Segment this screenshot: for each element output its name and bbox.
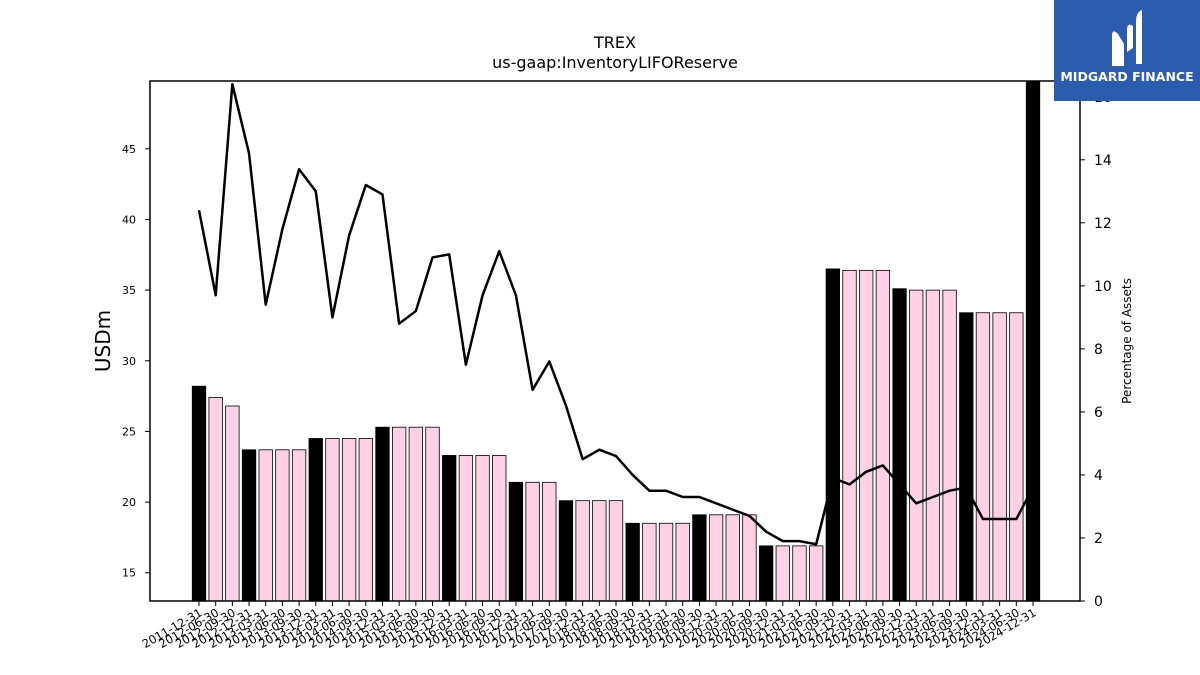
bar xyxy=(191,385,207,602)
bar xyxy=(341,438,357,602)
y-tick-label: 15 xyxy=(122,567,136,580)
bar xyxy=(692,514,707,602)
logo-text: MIDGARD FINANCE xyxy=(1060,69,1194,84)
y2-tick-label: 14 xyxy=(1094,153,1112,169)
bar xyxy=(809,545,824,602)
bar xyxy=(775,545,790,602)
bar xyxy=(508,481,524,602)
bar xyxy=(725,514,740,602)
bar xyxy=(658,522,674,602)
bar xyxy=(608,500,624,602)
bar xyxy=(208,397,223,602)
y-tick-label: 20 xyxy=(122,496,136,509)
y2-tick-label: 2 xyxy=(1094,531,1103,547)
y-tick-label: 40 xyxy=(122,213,136,226)
y2-tick-label: 8 xyxy=(1094,342,1103,358)
bar xyxy=(859,269,874,602)
bar xyxy=(575,500,590,602)
y2-tick-label: 0 xyxy=(1094,594,1103,610)
bar xyxy=(492,455,507,602)
bar xyxy=(1025,80,1041,602)
chart-subtitle: us-gaap:InventoryLIFOReserve xyxy=(492,53,738,72)
bar xyxy=(425,426,440,602)
bar xyxy=(358,438,373,602)
chart-title: TREX xyxy=(593,33,636,52)
line-percentage-of-assets xyxy=(197,82,1035,546)
bar xyxy=(225,405,240,602)
bar xyxy=(241,449,257,602)
bar xyxy=(642,522,657,602)
y2-tick-label: 6 xyxy=(1094,405,1103,421)
y-tick-label: 45 xyxy=(122,143,136,156)
bar xyxy=(909,289,924,602)
bar xyxy=(408,426,423,602)
bar xyxy=(458,455,474,602)
bar xyxy=(959,312,974,602)
bar xyxy=(875,269,891,602)
y-axis-left: 15 20 25 30 35 40 45 xyxy=(122,143,150,580)
bar xyxy=(892,288,907,602)
bar xyxy=(442,455,457,602)
bar xyxy=(625,522,640,602)
bar xyxy=(925,289,941,602)
midgard-m-icon xyxy=(1112,10,1142,66)
bar xyxy=(542,481,557,602)
y2-tick-label: 4 xyxy=(1094,468,1103,484)
bar xyxy=(291,449,307,602)
bar xyxy=(825,268,840,602)
bar xyxy=(308,438,323,602)
bar xyxy=(992,312,1007,602)
bar xyxy=(708,514,724,602)
y2-axis-label: Percentage of Assets xyxy=(1120,278,1134,404)
midgard-finance-logo: MIDGARD FINANCE xyxy=(1054,0,1200,101)
bar xyxy=(758,545,774,602)
bar xyxy=(742,514,757,602)
x-axis: 2011-12-312012-06-302012-09-302012-12-31… xyxy=(140,601,1039,651)
y2-tick-label: 12 xyxy=(1094,216,1112,232)
y-tick-label: 35 xyxy=(122,284,136,297)
line-series xyxy=(197,82,1035,546)
bar xyxy=(558,500,574,602)
bar xyxy=(375,426,390,602)
plot-frame xyxy=(149,80,1081,602)
y2-tick-label: 10 xyxy=(1094,279,1112,295)
bar xyxy=(325,438,340,602)
y-axis-right: 0246810121416 xyxy=(1080,90,1112,610)
bar xyxy=(792,545,807,602)
bar xyxy=(592,500,607,602)
bar xyxy=(675,522,690,602)
bar xyxy=(975,312,991,602)
bar xyxy=(258,449,273,602)
bar xyxy=(842,269,857,602)
bar xyxy=(475,455,490,602)
y-tick-label: 30 xyxy=(122,355,136,368)
y-tick-label: 25 xyxy=(122,425,136,438)
bar xyxy=(942,289,957,602)
bar xyxy=(392,426,407,602)
bar xyxy=(1009,312,1024,602)
bar xyxy=(525,481,540,602)
bar-series xyxy=(191,80,1041,602)
y-axis-label: USDm xyxy=(91,310,115,372)
bar xyxy=(275,449,290,602)
